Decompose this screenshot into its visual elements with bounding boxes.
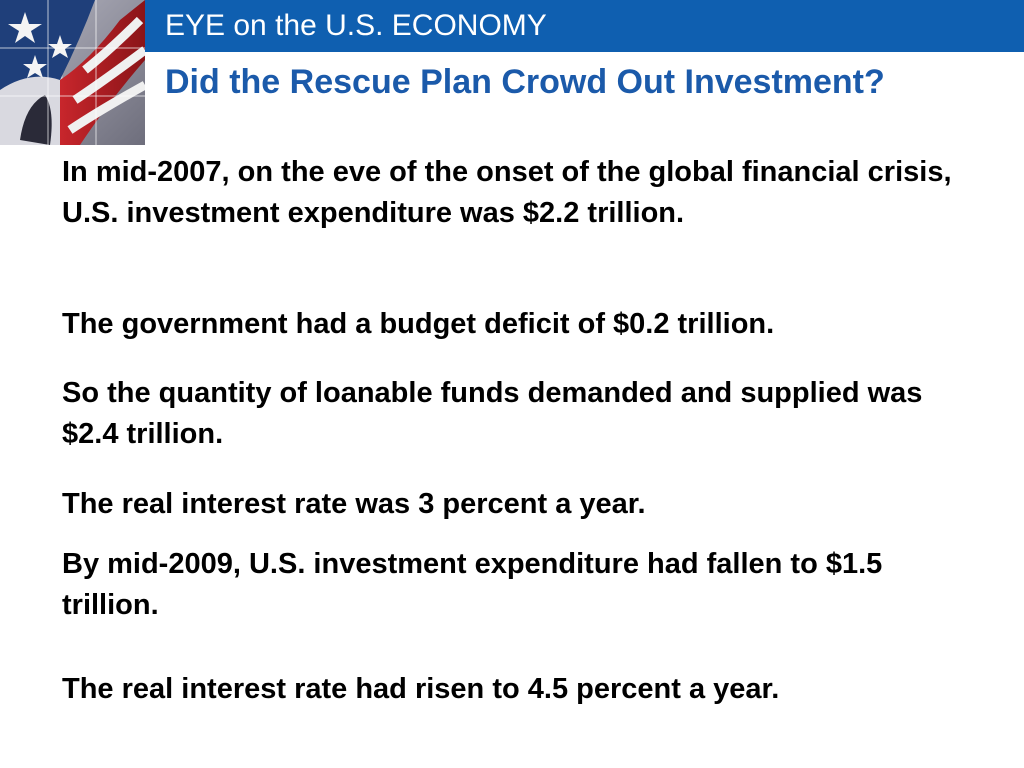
slide-title: Did the Rescue Plan Crowd Out Investment… — [165, 63, 885, 101]
paragraph-budget-deficit: The government had a budget deficit of $… — [62, 308, 775, 340]
header-banner: EYE on the U.S. ECONOMY — [145, 0, 1024, 52]
paragraph-investment-2009: By mid-2009, U.S. investment expenditure… — [62, 548, 883, 621]
banner-title: EYE on the U.S. ECONOMY — [165, 9, 547, 42]
paragraph-interest-rate-2009: The real interest rate had risen to 4.5 … — [62, 673, 780, 705]
paragraph-investment-2007: In mid-2007, on the eve of the onset of … — [62, 156, 952, 229]
american-flag-graphic — [0, 0, 145, 145]
paragraph-interest-rate-2007: The real interest rate was 3 percent a y… — [62, 488, 646, 520]
paragraph-loanable-funds: So the quantity of loanable funds demand… — [62, 377, 923, 450]
